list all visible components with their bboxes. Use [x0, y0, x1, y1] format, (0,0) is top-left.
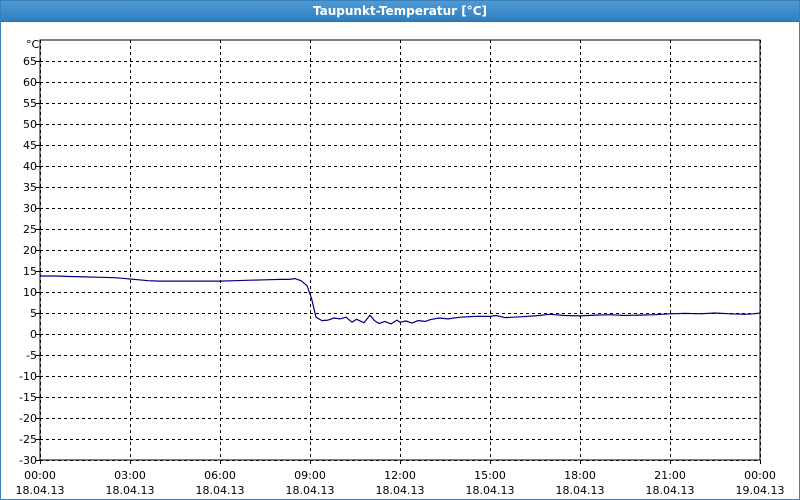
x-tick-time-label: 15:00: [474, 469, 506, 482]
x-tick-date-label: 18.04.13: [196, 484, 245, 497]
y-tick-label: -30: [19, 454, 37, 467]
series-line: [40, 275, 761, 325]
y-tick-label: 15: [23, 265, 37, 278]
y-tick-label: -20: [19, 412, 37, 425]
y-tick-label: 55: [23, 97, 37, 110]
y-tick-label: 20: [23, 244, 37, 257]
y-tick-label: -5: [26, 349, 37, 362]
x-tick-time-label: 06:00: [204, 469, 236, 482]
x-tick-time-label: 21:00: [654, 469, 686, 482]
x-tick-date-label: 19.04.13: [736, 484, 785, 497]
x-tick-time-label: 03:00: [114, 469, 146, 482]
x-tick-time-label: 09:00: [294, 469, 326, 482]
y-tick-label: -10: [19, 370, 37, 383]
y-tick-label: 45: [23, 139, 37, 152]
x-tick-time-label: 00:00: [24, 469, 56, 482]
x-tick-time-label: 00:00: [744, 469, 776, 482]
x-tick-date-label: 18.04.13: [466, 484, 515, 497]
tick-labels: -30 -25 -20 -15 -10 -5 0 5 10 15 20 25 30 35 40 45 50 55 6…: [16, 38, 785, 497]
x-tick-date-label: 18.04.13: [106, 484, 155, 497]
grid-lines: [40, 40, 761, 461]
y-tick-label: 40: [23, 160, 37, 173]
y-tick-label: 5: [30, 307, 37, 320]
x-tick-date-label: 18.04.13: [286, 484, 335, 497]
y-tick-label: 60: [23, 76, 37, 89]
y-tick-label: 65: [23, 55, 37, 68]
y-tick-label: -25: [19, 433, 37, 446]
y-tick-label: 0: [30, 328, 37, 341]
y-axis-unit: °C: [26, 38, 40, 51]
x-tick-date-label: 18.04.13: [646, 484, 695, 497]
x-tick-date-label: 18.04.13: [376, 484, 425, 497]
x-tick-time-label: 18:00: [564, 469, 596, 482]
window-title: Taupunkt-Temperatur [°C]: [1, 1, 799, 22]
y-tick-label: 30: [23, 202, 37, 215]
y-tick-label: 50: [23, 118, 37, 131]
y-tick-label: 10: [23, 286, 37, 299]
y-tick-label: -15: [19, 391, 37, 404]
series-layer: [40, 275, 761, 325]
y-tick-label: 35: [23, 181, 37, 194]
axes: [36, 39, 761, 464]
x-tick-time-label: 12:00: [384, 469, 416, 482]
y-tick-label: 25: [23, 223, 37, 236]
x-tick-date-label: 18.04.13: [16, 484, 65, 497]
x-tick-date-label: 18.04.13: [556, 484, 605, 497]
